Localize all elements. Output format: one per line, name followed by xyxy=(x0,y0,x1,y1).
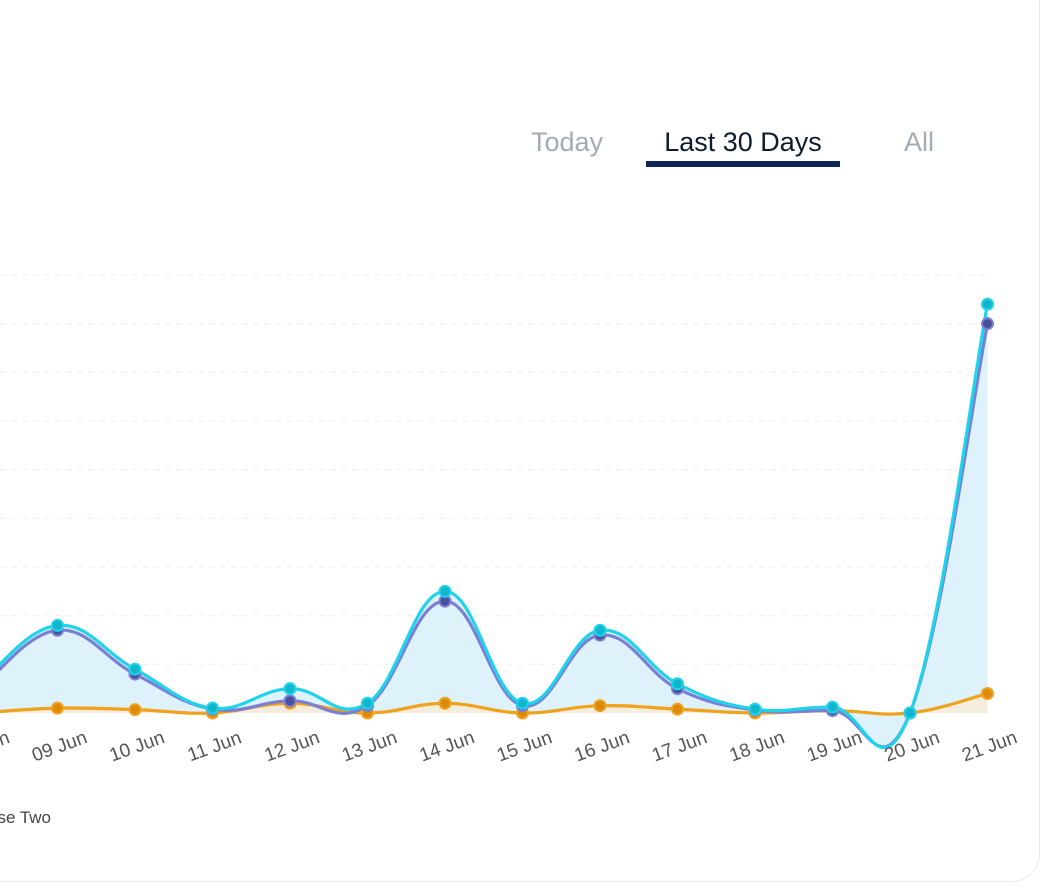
tab-last-30-days[interactable]: Last 30 Days xyxy=(646,122,840,162)
time-range-tabs: Today Last 30 Days All xyxy=(0,0,1040,200)
series-2-point[interactable] xyxy=(981,317,994,331)
series-points xyxy=(51,297,994,720)
x-tick-label: 15 Jun xyxy=(494,727,555,766)
series-1-point[interactable] xyxy=(51,618,64,632)
x-tick-label: 09 Jun xyxy=(29,727,90,766)
series-1-point[interactable] xyxy=(283,682,297,696)
series-1-point[interactable] xyxy=(206,701,219,715)
x-tick-label: 11 Jun xyxy=(185,727,244,766)
series-1-point[interactable] xyxy=(361,696,374,710)
series-3-point[interactable] xyxy=(593,699,607,713)
active-tab-underline xyxy=(646,161,840,167)
tab-all[interactable]: All xyxy=(884,122,954,162)
x-tick-label: 12 Jun xyxy=(262,727,323,766)
series-1-point[interactable] xyxy=(593,623,607,637)
x-tick-label: 13 Jun xyxy=(339,727,400,766)
x-tick-label: 21 Jun xyxy=(959,727,1020,766)
x-tick-label: 19 Jun xyxy=(804,727,865,766)
series-1-point[interactable] xyxy=(516,696,529,710)
x-tick-label: 16 Jun xyxy=(572,727,633,766)
area-fill-series-1 xyxy=(0,304,988,748)
series-1-point[interactable] xyxy=(438,584,452,598)
series-1-point[interactable] xyxy=(826,700,839,714)
legend-label-series: ose Two xyxy=(0,808,52,827)
series-1-point[interactable] xyxy=(903,706,917,720)
series-3-point[interactable] xyxy=(438,696,452,710)
x-tick-label: 08 Jun xyxy=(0,727,13,766)
series-3-point[interactable] xyxy=(671,702,684,716)
series-3-point[interactable] xyxy=(51,701,64,715)
series-1-point[interactable] xyxy=(128,662,142,676)
x-tick-label: 10 Jun xyxy=(107,727,168,766)
x-tick-label: 17 Jun xyxy=(649,727,710,766)
series-1-point[interactable] xyxy=(748,702,762,716)
series-1-point[interactable] xyxy=(981,297,994,311)
series-3-point[interactable] xyxy=(128,703,142,717)
x-tick-label: 18 Jun xyxy=(727,727,788,766)
series-2-point[interactable] xyxy=(283,694,297,708)
grid-lines xyxy=(0,274,990,665)
series-1-point[interactable] xyxy=(671,677,684,691)
x-tick-label: 14 Jun xyxy=(417,727,478,766)
series-3-point[interactable] xyxy=(981,687,994,701)
tab-today[interactable]: Today xyxy=(514,122,620,162)
